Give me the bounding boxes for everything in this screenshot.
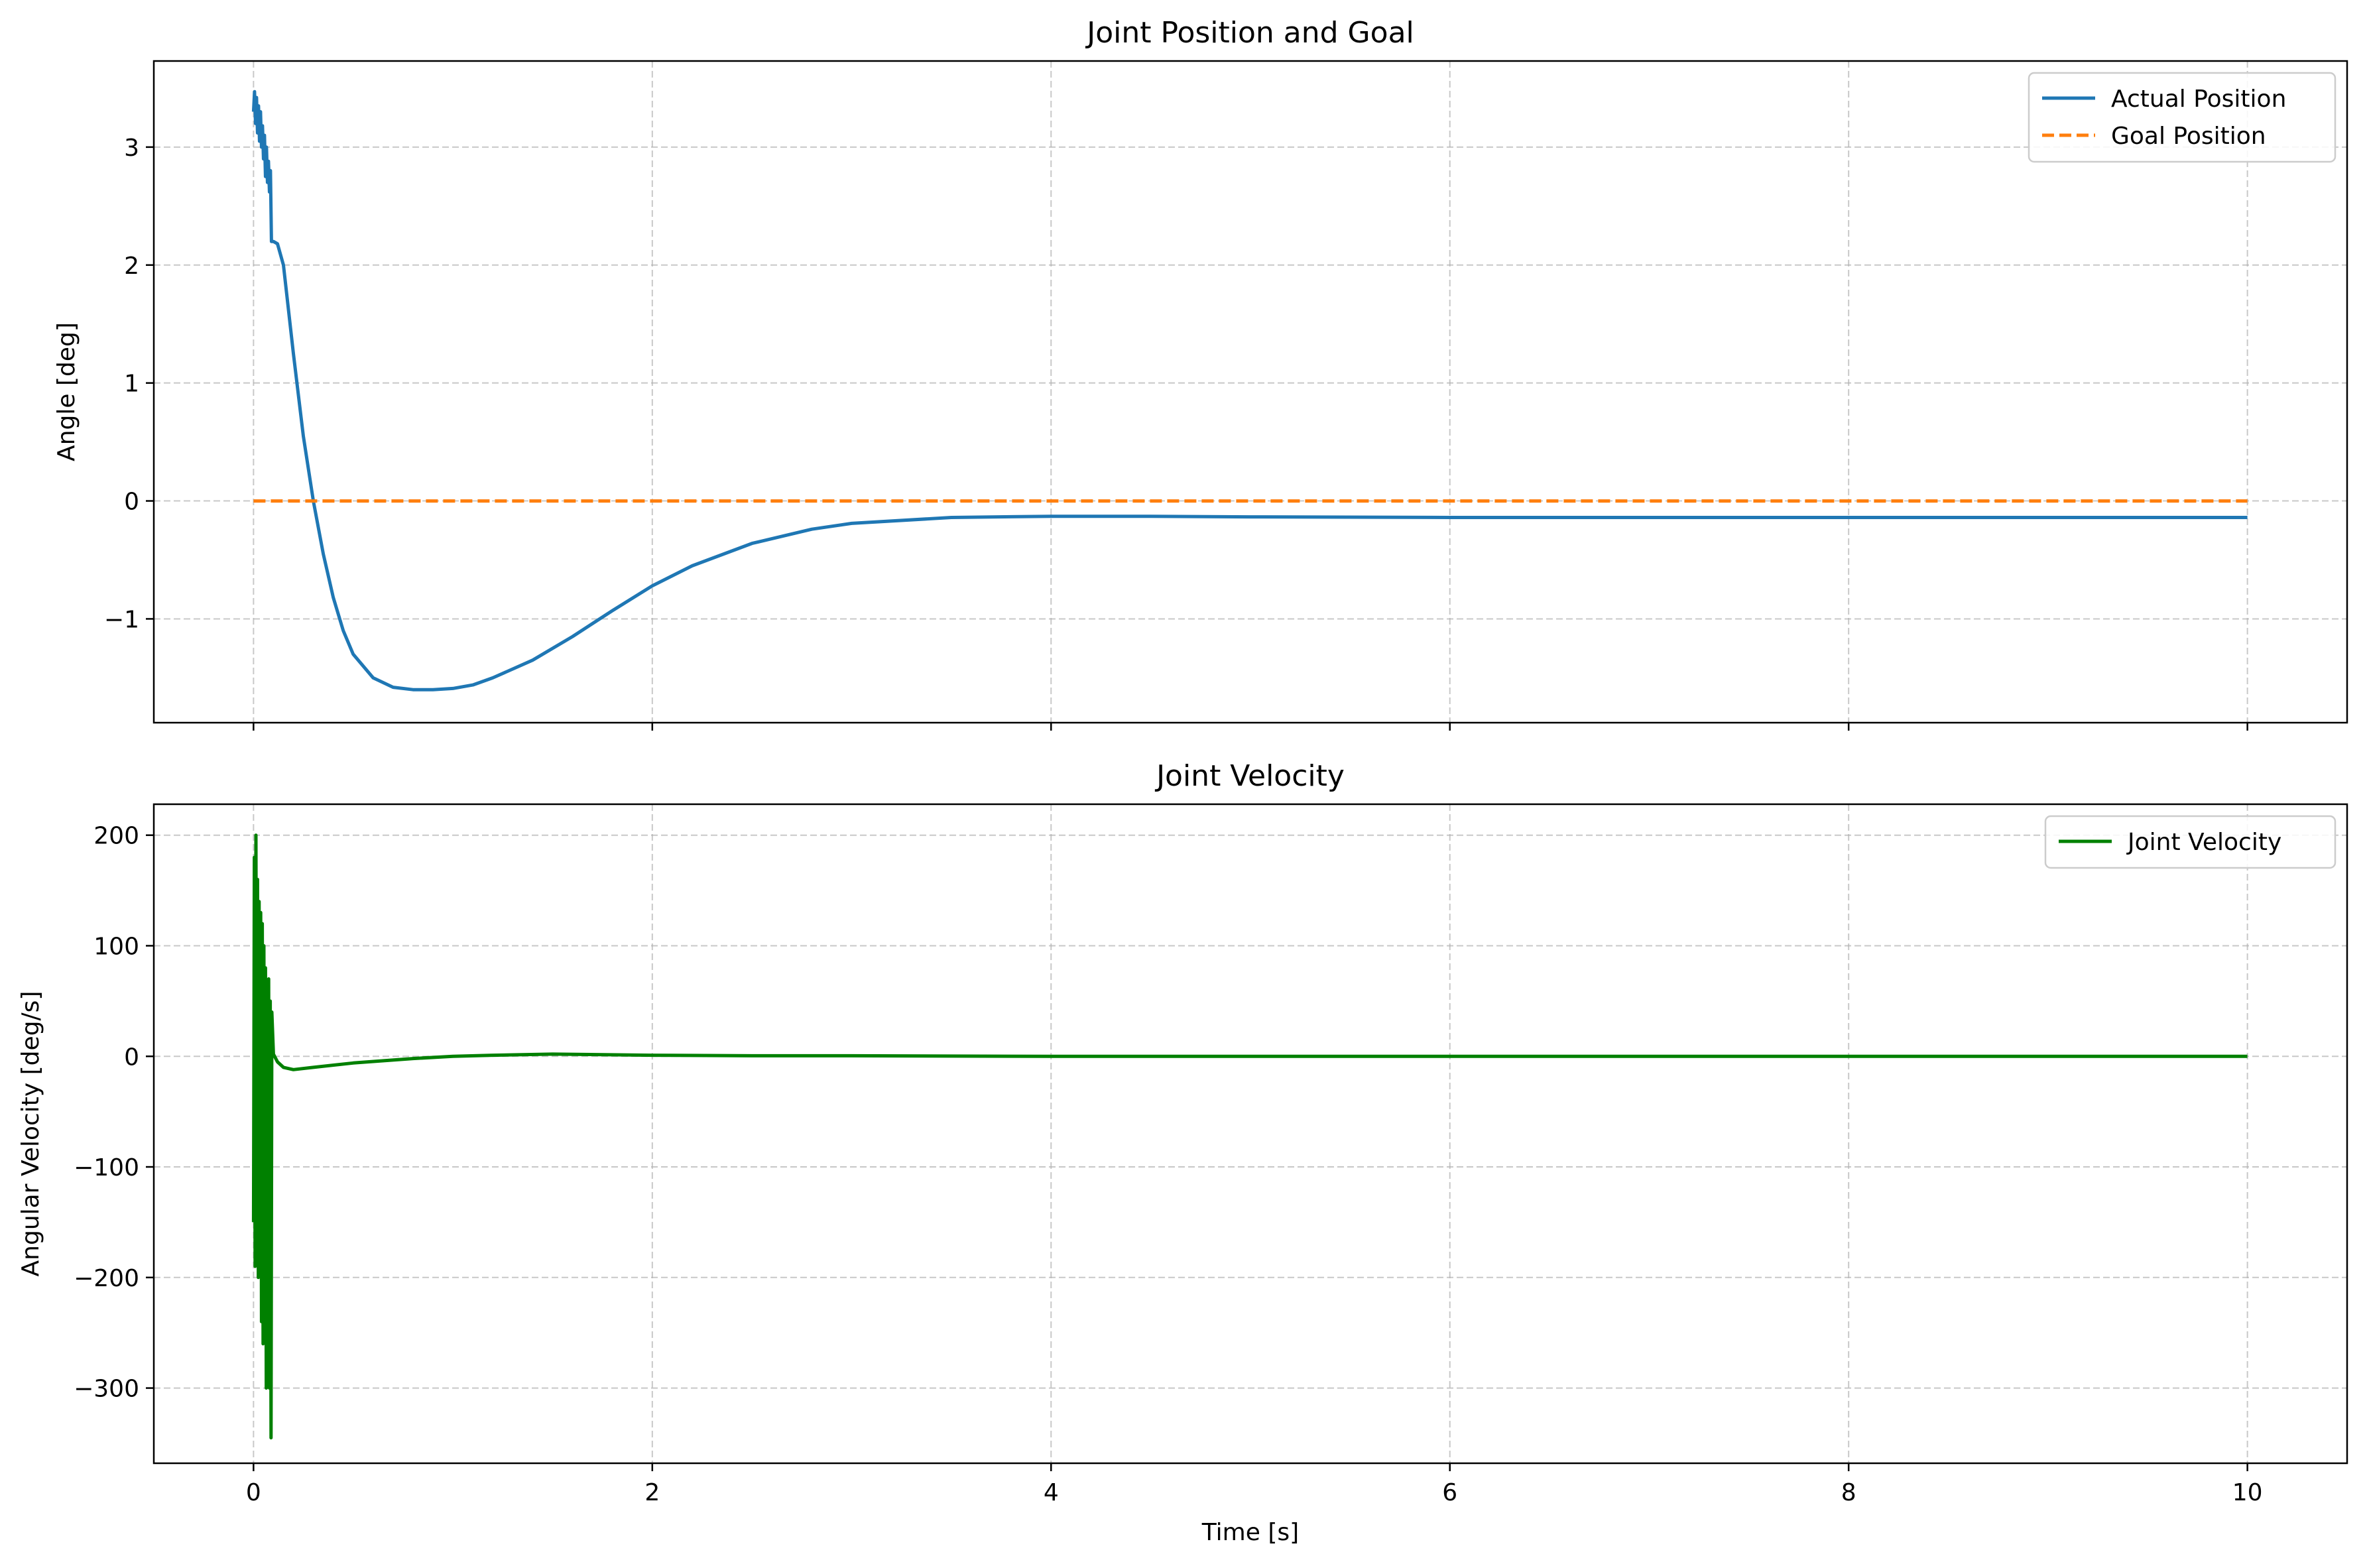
position-y-axis-label: Angle [deg] (53, 322, 80, 461)
y-tick-label: −100 (74, 1154, 139, 1181)
legend-label: Actual Position (2111, 86, 2286, 113)
y-tick-label: 0 (124, 1044, 139, 1071)
x-tick-label: 2 (644, 1479, 660, 1506)
y-tick-label: −1 (104, 606, 139, 633)
legend-box (2028, 72, 2337, 163)
legend-label: Goal Position (2111, 123, 2266, 150)
velocity-y-axis-label: Angular Velocity [deg/s] (17, 991, 44, 1277)
position-panel: −1 0 1 2 3 Joint Position and Goal Angle [de… (53, 16, 2348, 731)
y-tick-label: 2 (124, 253, 139, 280)
y-tick-label: 0 (124, 489, 139, 516)
y-tick-label: 100 (93, 933, 139, 960)
velocity-axes-frame (152, 803, 2348, 1465)
series-line-joint-velocity (251, 833, 2248, 1440)
legend-label: Joint Velocity (2126, 829, 2281, 856)
velocity-panel: 0 2 4 6 8 10 −300 −200 −100 0 100 200 Joint Veloci… (17, 759, 2348, 1546)
x-tick-label: 6 (1442, 1479, 1457, 1506)
position-x-ticks (253, 723, 2248, 731)
velocity-legend: Joint Velocity (2044, 815, 2337, 869)
position-grid (154, 61, 2347, 723)
x-tick-label: 10 (2232, 1479, 2263, 1506)
position-legend: Actual Position Goal Position (2028, 72, 2337, 163)
series-line-actual-position (251, 90, 2248, 692)
x-tick-label: 0 (246, 1479, 261, 1506)
position-series-lines (251, 90, 2248, 692)
velocity-series-lines (251, 833, 2248, 1440)
velocity-x-axis-label: Time [s] (1201, 1519, 1299, 1546)
y-tick-label: 3 (124, 135, 139, 162)
velocity-y-ticks: −300 −200 −100 0 100 200 (74, 823, 154, 1403)
y-tick-label: −300 (74, 1376, 139, 1403)
velocity-x-ticks: 0 2 4 6 8 10 (246, 1463, 2263, 1506)
position-chart-title: Joint Position and Goal (1085, 16, 1414, 50)
x-tick-label: 4 (1044, 1479, 1059, 1506)
x-tick-label: 8 (1841, 1479, 1856, 1506)
legend-box (2044, 815, 2337, 869)
y-tick-label: 1 (124, 371, 139, 398)
position-y-ticks: −1 0 1 2 3 (104, 135, 154, 633)
y-tick-label: 200 (93, 823, 139, 850)
y-tick-label: −200 (74, 1265, 139, 1292)
velocity-chart-title: Joint Velocity (1154, 759, 1345, 793)
position-axes-frame (152, 60, 2348, 724)
